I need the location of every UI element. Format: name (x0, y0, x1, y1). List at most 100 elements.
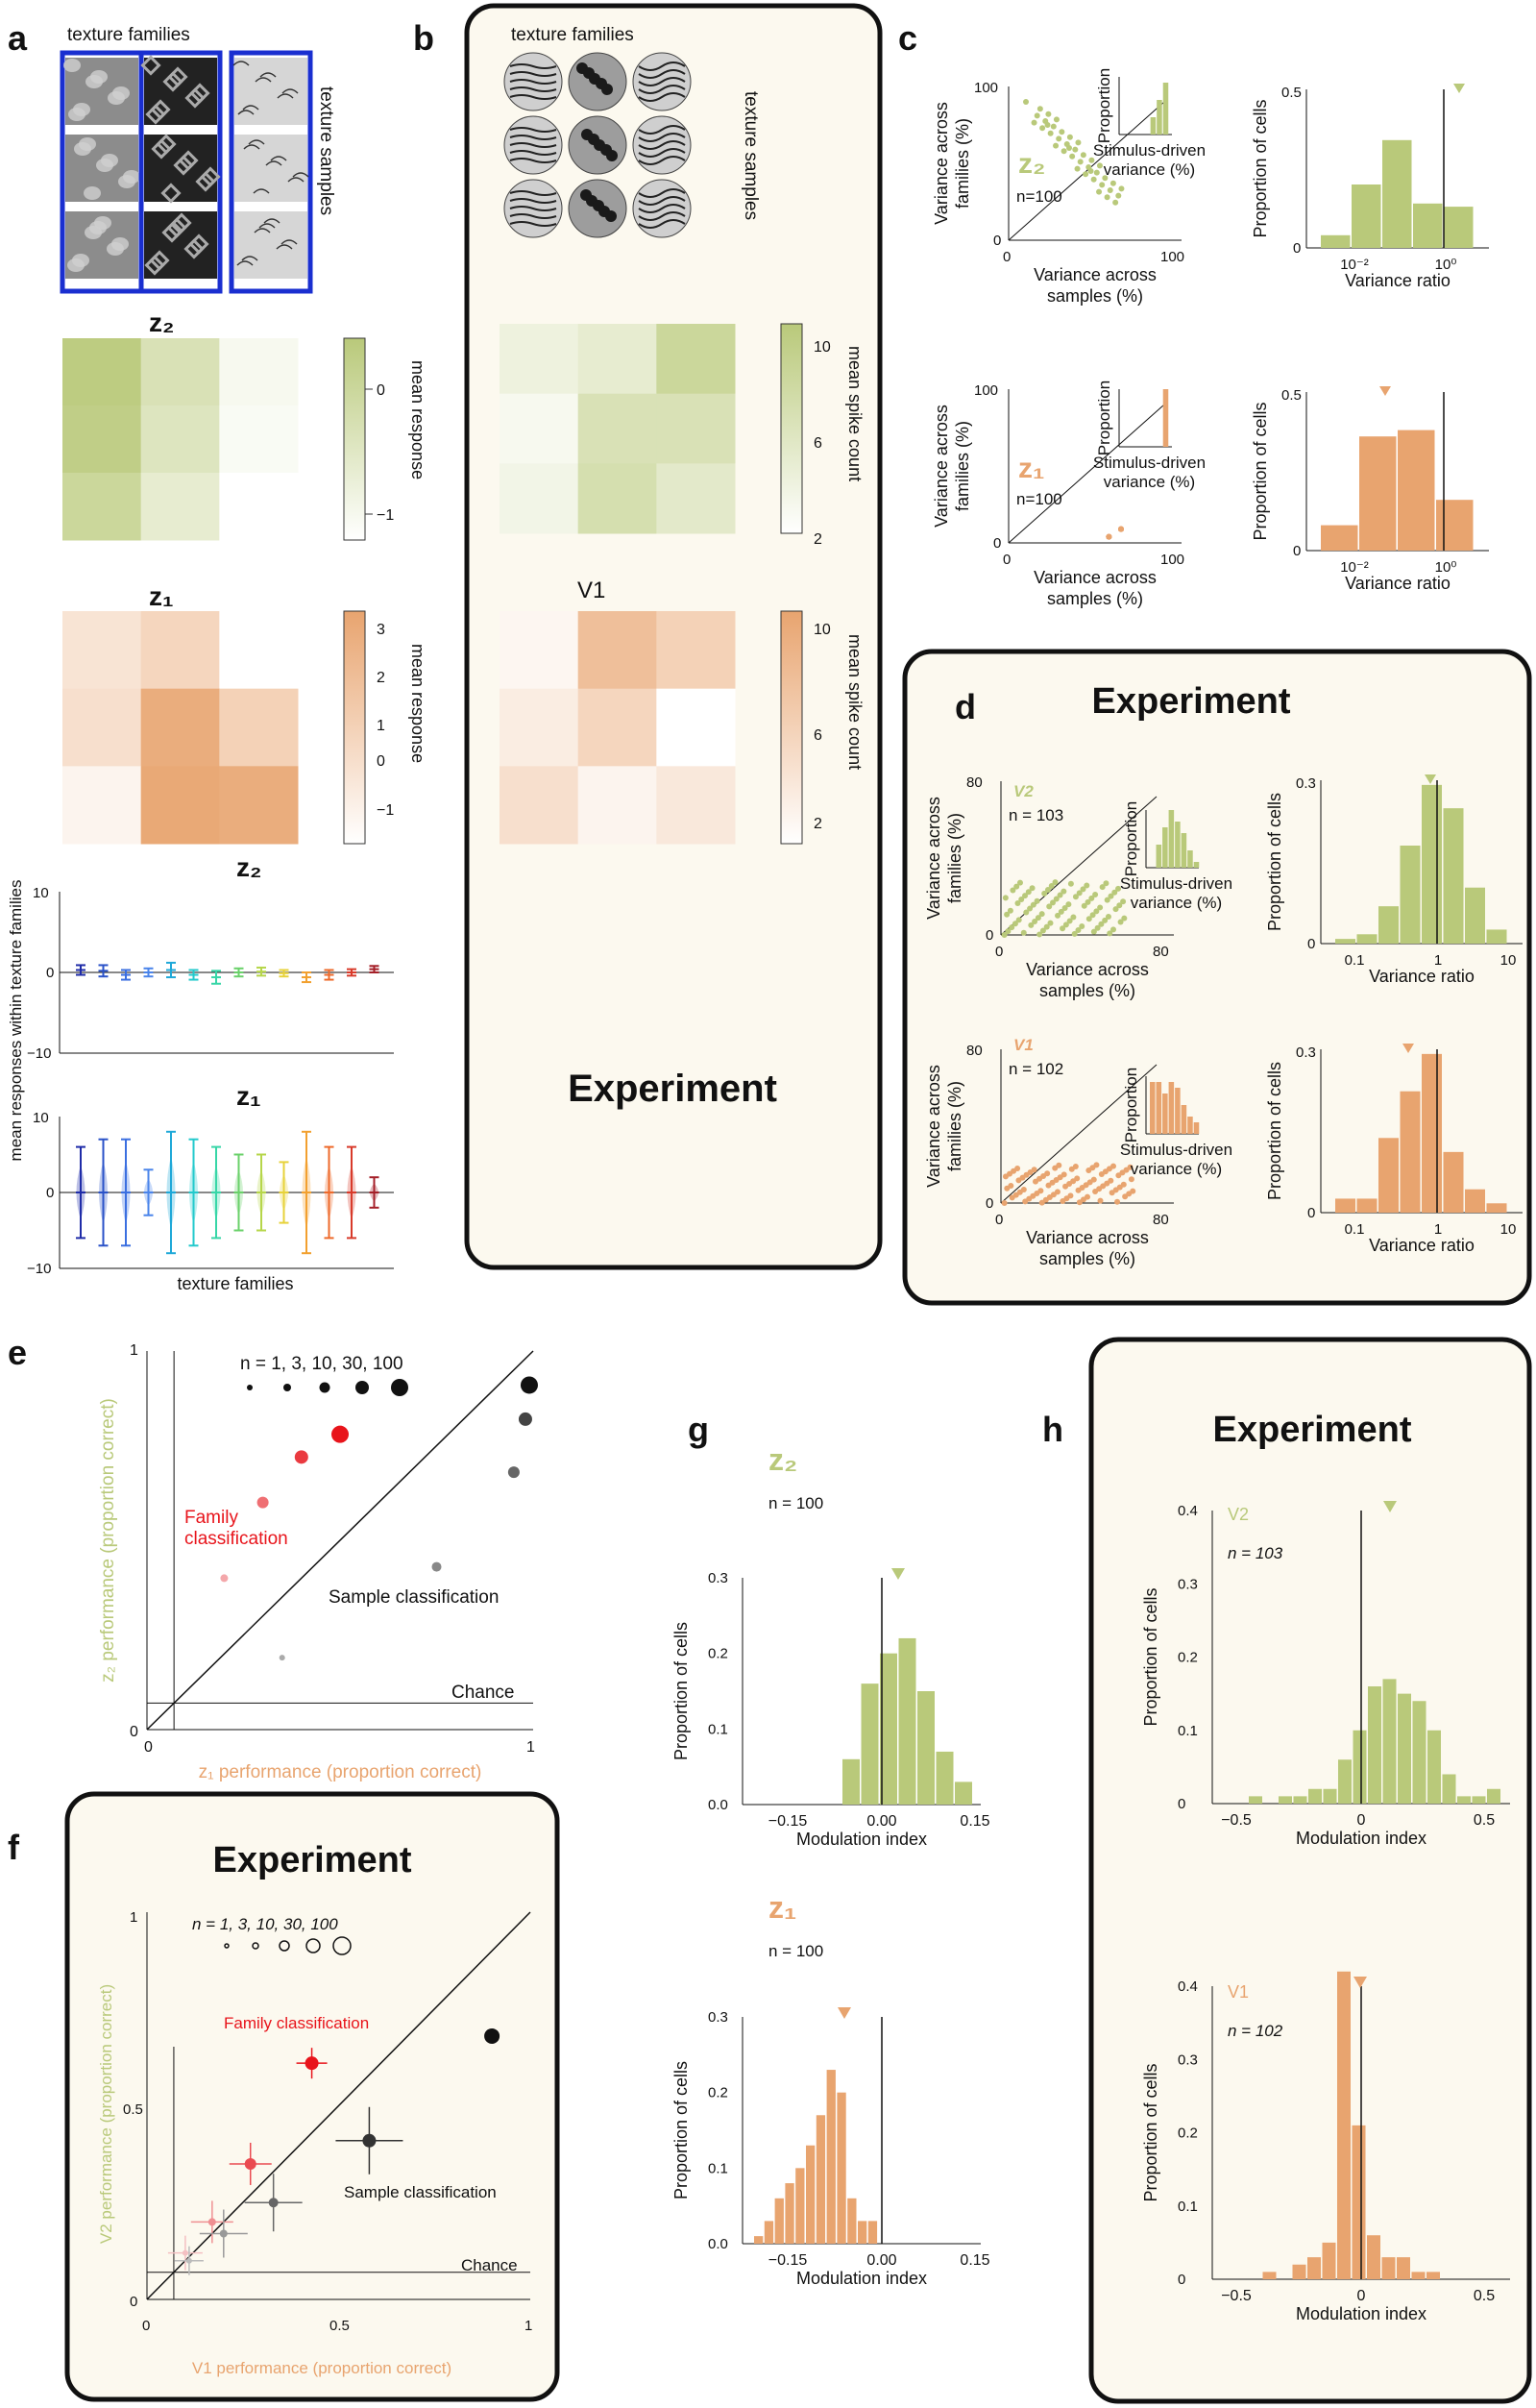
experiment-box-f (64, 1791, 560, 2402)
a-z2-cbar-tick-1: −1 (377, 507, 394, 524)
b-texture-stroke (638, 85, 686, 94)
scatter-point (1096, 188, 1103, 195)
scatter-point (1027, 905, 1034, 912)
f-ytick: 0.5 (123, 2101, 143, 2118)
scatter-tick: 0 (995, 1212, 1003, 1228)
b-texture-stroke (509, 127, 557, 133)
scatter-xlabel: Variance across (1026, 1228, 1149, 1247)
hist-series-label: V1 (1228, 1982, 1249, 2002)
a-z2-colorbar (343, 337, 366, 541)
b-texture-blob (588, 134, 599, 145)
b-experiment-label: Experiment (568, 1068, 777, 1110)
heatmap-cell (656, 766, 736, 845)
ratio-median-marker (1453, 84, 1465, 93)
scatter-point (1055, 912, 1061, 919)
heatmap-cell (656, 324, 736, 395)
a-texture-crack (263, 218, 280, 224)
ratio-bar (1422, 784, 1442, 944)
ratio-bar (1382, 139, 1412, 248)
hist-bar (1457, 1796, 1471, 1804)
f-sample-point (484, 2027, 500, 2044)
inset-bar (1156, 1082, 1162, 1134)
inset-bar (1168, 810, 1175, 868)
hist-ytick: 0.1 (1178, 1723, 1198, 1739)
a-texture-mesh (188, 233, 209, 255)
hist-bar (1398, 1693, 1411, 1804)
scatter-point (1009, 924, 1015, 931)
hist-bar (842, 1758, 860, 1805)
f-ytick: 1 (130, 1909, 137, 1926)
ratio-xlabel: Variance ratio (1345, 574, 1451, 593)
scatter-tick: 100 (1160, 552, 1184, 568)
hist-ylabel: Proportion of cells (1141, 1587, 1160, 1726)
scatter-point (1097, 1197, 1104, 1204)
ratio-xtick: 0.1 (1345, 1221, 1365, 1238)
scatter-point (1004, 911, 1011, 918)
b-texture-stroke (638, 92, 686, 102)
hist-xtick: 0.5 (1474, 1812, 1495, 1829)
scatter-ylabel: families (%) (945, 1081, 964, 1171)
scatter-point (1122, 1193, 1129, 1200)
b-v1-colorbar (780, 610, 803, 845)
ratio-ytick: 0 (1307, 1205, 1315, 1221)
hist-bar (837, 2092, 846, 2244)
hist-n-label: n = 100 (768, 1494, 823, 1512)
scatter-point (1065, 901, 1072, 908)
hist-bar (1381, 2257, 1396, 2279)
scatter-point (1093, 908, 1100, 915)
ratio-bar (1321, 234, 1351, 248)
hist-ytick: 0.3 (1178, 1576, 1198, 1592)
scatter-xlabel: samples (%) (1047, 286, 1143, 306)
a-texture-samples-label: texture samples (316, 86, 336, 215)
ratio-bar (1443, 1151, 1464, 1213)
hist-series-label: z₂ (768, 1442, 797, 1477)
inset-bar (1181, 1105, 1187, 1134)
scatter-point (1005, 928, 1012, 935)
scatter-tick: 0 (1003, 552, 1011, 568)
scatter-point (1109, 1190, 1115, 1196)
inset-bar (1162, 83, 1169, 135)
scatter-tick: 0 (993, 535, 1001, 552)
hist-bar (754, 2236, 764, 2244)
f-xtick: 0 (142, 2318, 150, 2334)
b-texture-sample-images (503, 52, 692, 238)
a-texture-crack (258, 223, 276, 229)
a-z2-cbar-tick-0: 0 (377, 382, 385, 399)
hist-series-label: V2 (1228, 1505, 1249, 1524)
heatmap-cell (656, 393, 736, 464)
hist-ytick: 0.3 (708, 1570, 728, 1586)
hist-bar (1368, 1686, 1381, 1804)
c-z1-label: z₁ (1018, 453, 1044, 484)
y-tick-label: 10 (33, 1110, 49, 1126)
ratio-bar (1359, 436, 1397, 551)
scatter-point (1046, 903, 1053, 910)
panel-letter-a: a (8, 18, 28, 58)
panel-letter-g: g (688, 1410, 709, 1449)
h-experiment-title: Experiment (1213, 1410, 1412, 1450)
heatmap-cell (140, 611, 220, 690)
b-texture-stroke (509, 63, 557, 69)
scatter-point (1031, 119, 1037, 126)
hist-bar (826, 2070, 836, 2244)
hist-bar (955, 1781, 972, 1805)
f-family-point (207, 2218, 216, 2226)
e-legend-dot (391, 1379, 408, 1396)
e-family-point (256, 1496, 269, 1509)
ratio-xtick: 10⁰ (1435, 257, 1457, 273)
a-texture-crack (243, 144, 260, 150)
inset-bar (1150, 1082, 1156, 1134)
b-texture-stroke (509, 158, 557, 163)
panel-letter-d: d (955, 687, 976, 726)
b-texture-families-title: texture families (511, 25, 634, 45)
scatter-point (1109, 180, 1116, 186)
b-texture-stroke (509, 150, 557, 156)
f-legend-n: n = 1, 3, 10, 30, 100 (192, 1915, 338, 1933)
scatter-point (1090, 928, 1097, 935)
scatter-point (1102, 917, 1109, 923)
hist-ytick: 0.3 (1178, 2052, 1198, 2068)
b-texture-blob (593, 200, 604, 211)
a-z1-cbar-tick-0: 3 (377, 622, 385, 638)
hist-bar (1412, 1701, 1426, 1804)
